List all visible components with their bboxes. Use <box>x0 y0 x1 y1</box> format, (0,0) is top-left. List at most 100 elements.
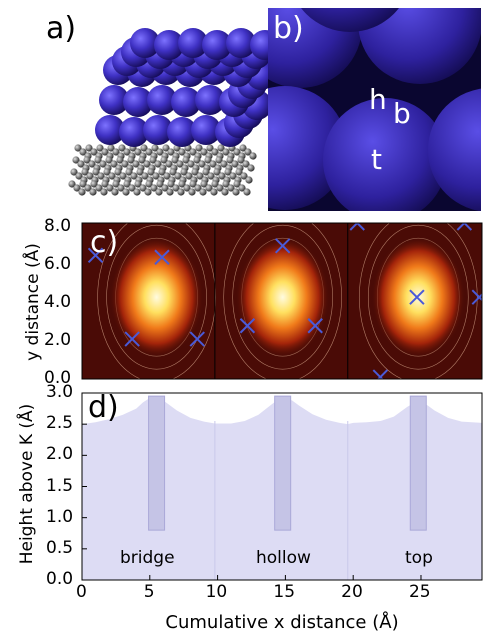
graphite-atom <box>172 184 180 192</box>
k-atom <box>175 57 205 87</box>
x-marker <box>372 369 389 379</box>
graphite-atom <box>122 188 130 196</box>
graphite-atom <box>199 188 207 196</box>
graphite-atom <box>73 184 81 192</box>
heat-maximum <box>234 235 331 360</box>
graphite-atom <box>247 164 255 172</box>
k-atom <box>167 117 197 147</box>
d-xtick-label: 10 <box>205 582 228 602</box>
graphite-atom <box>172 152 180 160</box>
graphite-atom <box>93 164 101 172</box>
graphite-atom <box>236 164 244 172</box>
graphite-atom <box>132 160 140 168</box>
k-atom <box>147 85 177 115</box>
k-atom <box>160 46 190 76</box>
k-atom <box>127 57 157 87</box>
graphite-atom <box>123 180 131 188</box>
x-marker <box>471 289 482 305</box>
graphite-atom <box>215 156 223 164</box>
graphite-atom <box>211 148 219 156</box>
graphite-atom <box>134 148 142 156</box>
site-label-t: t <box>371 143 382 176</box>
graphite-atom <box>161 152 169 160</box>
graphite-atom <box>194 184 202 192</box>
k-atom <box>199 55 229 85</box>
panel-d-label: d) <box>88 390 119 425</box>
graphite-atom <box>106 184 114 192</box>
graphite-atom <box>84 184 92 192</box>
graphite-atom <box>233 180 241 188</box>
graphite-atom <box>216 184 224 192</box>
surface-atom <box>268 86 347 210</box>
contour-line <box>385 250 451 344</box>
graphite-atom <box>227 152 235 160</box>
graphite-atom <box>144 188 152 196</box>
graphite-atom <box>211 180 219 188</box>
graphite-atom <box>150 184 158 192</box>
c-ytick-label: 2.0 <box>44 329 72 350</box>
graphite-atom <box>205 184 213 192</box>
graphite-atom <box>159 164 167 172</box>
graphite-atom <box>150 152 158 160</box>
c-ytick-label: 8.0 <box>44 215 72 236</box>
graphite-atom <box>148 164 156 172</box>
graphite-atom <box>117 152 125 160</box>
graphite-atom <box>79 180 87 188</box>
graphite-atom <box>200 148 208 156</box>
graphite-atom <box>105 156 113 164</box>
graphite-atom <box>147 168 155 176</box>
k-atom <box>103 55 133 85</box>
d-ytick-label: 0.5 <box>46 537 74 558</box>
graphite-atom <box>167 180 175 188</box>
graphite-atom <box>238 152 246 160</box>
k-atom <box>169 37 199 67</box>
graphite-atom <box>232 188 240 196</box>
graphite-atom <box>129 144 137 152</box>
graphite-atom <box>231 160 239 168</box>
graphite-atom <box>117 184 125 192</box>
graphite-atom <box>181 164 189 172</box>
graphite-atom <box>113 176 121 184</box>
graphite-atom <box>182 156 190 164</box>
graphite-atom <box>178 180 186 188</box>
x-marker <box>307 318 323 334</box>
graphite-atom <box>222 180 230 188</box>
graphite-atom <box>124 176 132 184</box>
graphite-atom <box>163 172 171 180</box>
graphite-atom <box>134 180 142 188</box>
graphite-atom <box>83 156 91 164</box>
graphite-atom <box>189 148 197 156</box>
graphite-atom <box>167 148 175 156</box>
contour-line <box>367 224 469 370</box>
graphite-atom <box>169 168 177 176</box>
graphite-atom <box>74 144 82 152</box>
graphite-atom <box>180 168 188 176</box>
k-atom <box>208 46 238 76</box>
contour-line <box>124 250 189 344</box>
graphite-atom <box>125 168 133 176</box>
contour-line <box>115 237 198 357</box>
graphite-atom <box>111 188 119 196</box>
graphite-atom <box>92 168 100 176</box>
graphite-atom <box>224 168 232 176</box>
k-atom <box>217 37 247 67</box>
k-atom <box>178 28 208 58</box>
graphite-atom <box>115 164 123 172</box>
k-atom <box>121 37 151 67</box>
graphite-atom <box>135 176 143 184</box>
contour-line <box>394 263 442 331</box>
graphite-atom <box>170 164 178 172</box>
graphite-atom <box>151 144 159 152</box>
c-ytick-label: 6.0 <box>44 253 72 274</box>
k-atom <box>99 85 129 115</box>
d-xtick-label: 25 <box>408 582 431 602</box>
c-ytick-label: 4.0 <box>44 291 72 312</box>
graphite-atom <box>202 168 210 176</box>
k-atom <box>191 115 221 145</box>
surface-atom <box>301 8 399 32</box>
graphite-atom <box>194 152 202 160</box>
graphite-atom <box>139 184 147 192</box>
graphite-atom <box>240 172 248 180</box>
graphite-atom <box>174 172 182 180</box>
graphite-atom <box>184 144 192 152</box>
